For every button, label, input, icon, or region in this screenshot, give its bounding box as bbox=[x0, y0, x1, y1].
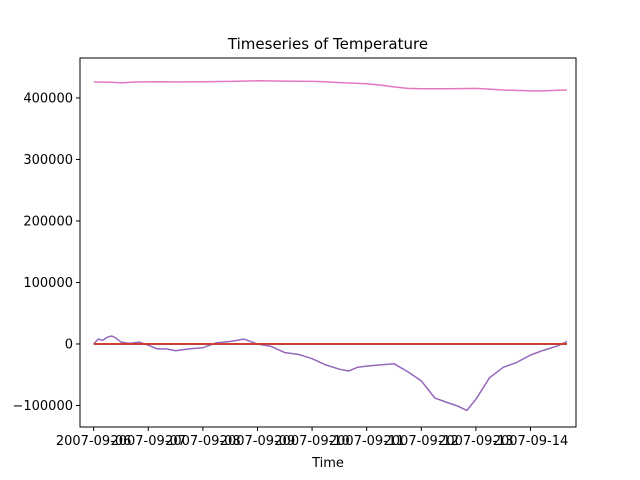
chart-title: Timeseries of Temperature bbox=[227, 35, 428, 53]
y-tick-label: 200000 bbox=[23, 214, 73, 229]
y-axis: −100000 0 100000 200000 300000 400000 bbox=[12, 91, 80, 414]
x-tick-label: 2007-09-09 bbox=[220, 434, 296, 449]
y-tick-label: −100000 bbox=[12, 399, 73, 414]
x-tick-label: 2007-09-14 bbox=[493, 434, 569, 449]
series-line-2 bbox=[93, 335, 568, 412]
plot-frame bbox=[79, 57, 577, 428]
y-tick-label: 0 bbox=[65, 337, 73, 352]
y-tick-label: 400000 bbox=[23, 91, 73, 106]
x-tick-label: 2007-09-13 bbox=[438, 434, 514, 449]
x-tick-label: 2007-09-06 bbox=[56, 434, 132, 449]
plot-series bbox=[93, 80, 568, 412]
x-tick-label: 2007-09-07 bbox=[110, 434, 186, 449]
y-tick-label: 100000 bbox=[23, 276, 73, 291]
x-tick-label: 2007-09-10 bbox=[274, 434, 350, 449]
x-axis-label: Time bbox=[311, 456, 344, 471]
x-tick-label: 2007-09-12 bbox=[384, 434, 460, 449]
x-tick-label: 2007-09-08 bbox=[165, 434, 241, 449]
x-axis: 2007-09-062007-09-072007-09-082007-09-09… bbox=[56, 427, 568, 449]
y-tick-label: 300000 bbox=[23, 153, 73, 168]
x-tick-label: 2007-09-11 bbox=[329, 434, 405, 449]
series-line-1 bbox=[93, 80, 567, 92]
